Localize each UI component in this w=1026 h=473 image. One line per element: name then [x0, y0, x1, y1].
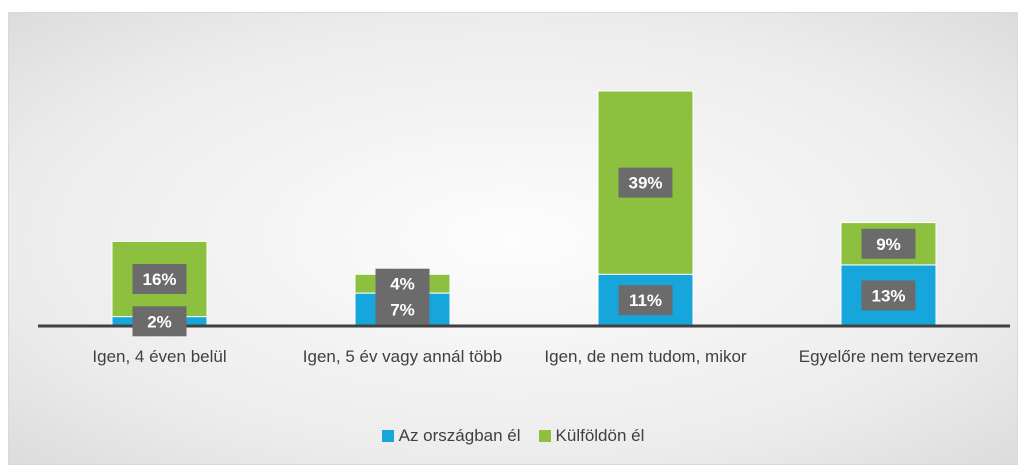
legend: Az országban él Külföldön él [0, 426, 1026, 446]
category-label: Igen, 4 éven belül [92, 347, 227, 366]
data-label-text: 16% [142, 270, 176, 289]
data-label-box [861, 228, 916, 259]
legend-item: Az országban él [381, 426, 521, 446]
data-label-text: 13% [871, 286, 905, 305]
data-label-box [375, 294, 430, 325]
data-label-box [618, 167, 673, 198]
data-label: 4% [375, 268, 430, 299]
data-label-box [375, 268, 430, 299]
data-label-text: 11% [629, 291, 662, 310]
data-label: 2% [132, 306, 187, 337]
data-label: 39% [618, 167, 673, 198]
data-label: 7% [375, 294, 430, 325]
category-label: Egyelőre nem tervezem [798, 347, 979, 366]
legend-swatch [381, 430, 394, 442]
data-label: 9% [861, 228, 916, 259]
data-label-box [618, 285, 673, 316]
category-label: Igen, 5 év vagy annál több [302, 347, 503, 366]
data-label-text: 4% [390, 275, 415, 294]
legend-item: Külföldön él [538, 426, 645, 446]
data-label-text: 2% [147, 312, 172, 331]
legend-label: Külföldön él [555, 426, 645, 445]
data-label-text: 9% [876, 235, 901, 254]
data-label-box [132, 264, 187, 294]
legend-label: Az országban él [398, 426, 521, 445]
data-label-text: 39% [628, 174, 662, 193]
legend-swatch [538, 430, 551, 442]
data-label: 13% [861, 280, 916, 311]
data-label: 16% [132, 264, 187, 294]
data-label: 11% [618, 285, 673, 316]
data-label-text: 7% [390, 301, 415, 320]
data-label-box [861, 280, 916, 311]
data-label-box [132, 306, 187, 337]
category-label: Igen, de nem tudom, mikor [544, 347, 747, 366]
